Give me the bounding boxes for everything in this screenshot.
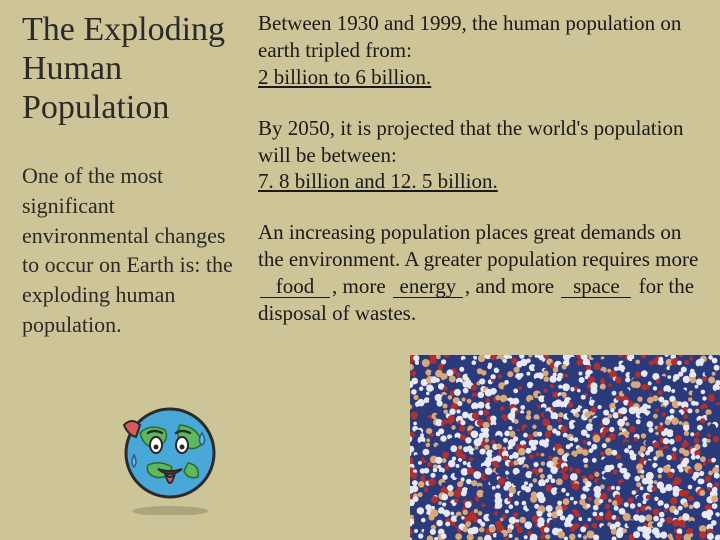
para1-text: Between 1930 and 1999, the human populat… xyxy=(258,11,681,62)
para3-b: , more xyxy=(332,274,391,298)
crowd-svg xyxy=(410,355,720,540)
para2-underline: 7. 8 billion and 12. 5 billion. xyxy=(258,169,498,193)
para1-underline: 2 billion to 6 billion. xyxy=(258,65,431,89)
blank-space: space xyxy=(561,277,631,298)
blank-energy: energy xyxy=(393,277,463,298)
earth-svg xyxy=(110,395,230,515)
para3-a: An increasing population places great de… xyxy=(258,220,698,271)
paragraph-2: By 2050, it is projected that the world'… xyxy=(258,115,702,196)
paragraph-1: Between 1930 and 1999, the human populat… xyxy=(258,10,702,91)
blank-food: food xyxy=(260,277,330,298)
crowd-photo-icon xyxy=(410,355,720,540)
para3-c: , and more xyxy=(465,274,559,298)
subtitle-text: One of the most significant environmenta… xyxy=(22,161,234,339)
para2-text: By 2050, it is projected that the world'… xyxy=(258,116,683,167)
page-title: The Exploding Human Population xyxy=(22,10,234,127)
earth-cartoon-icon xyxy=(110,395,230,515)
paragraph-3: An increasing population places great de… xyxy=(258,219,702,327)
